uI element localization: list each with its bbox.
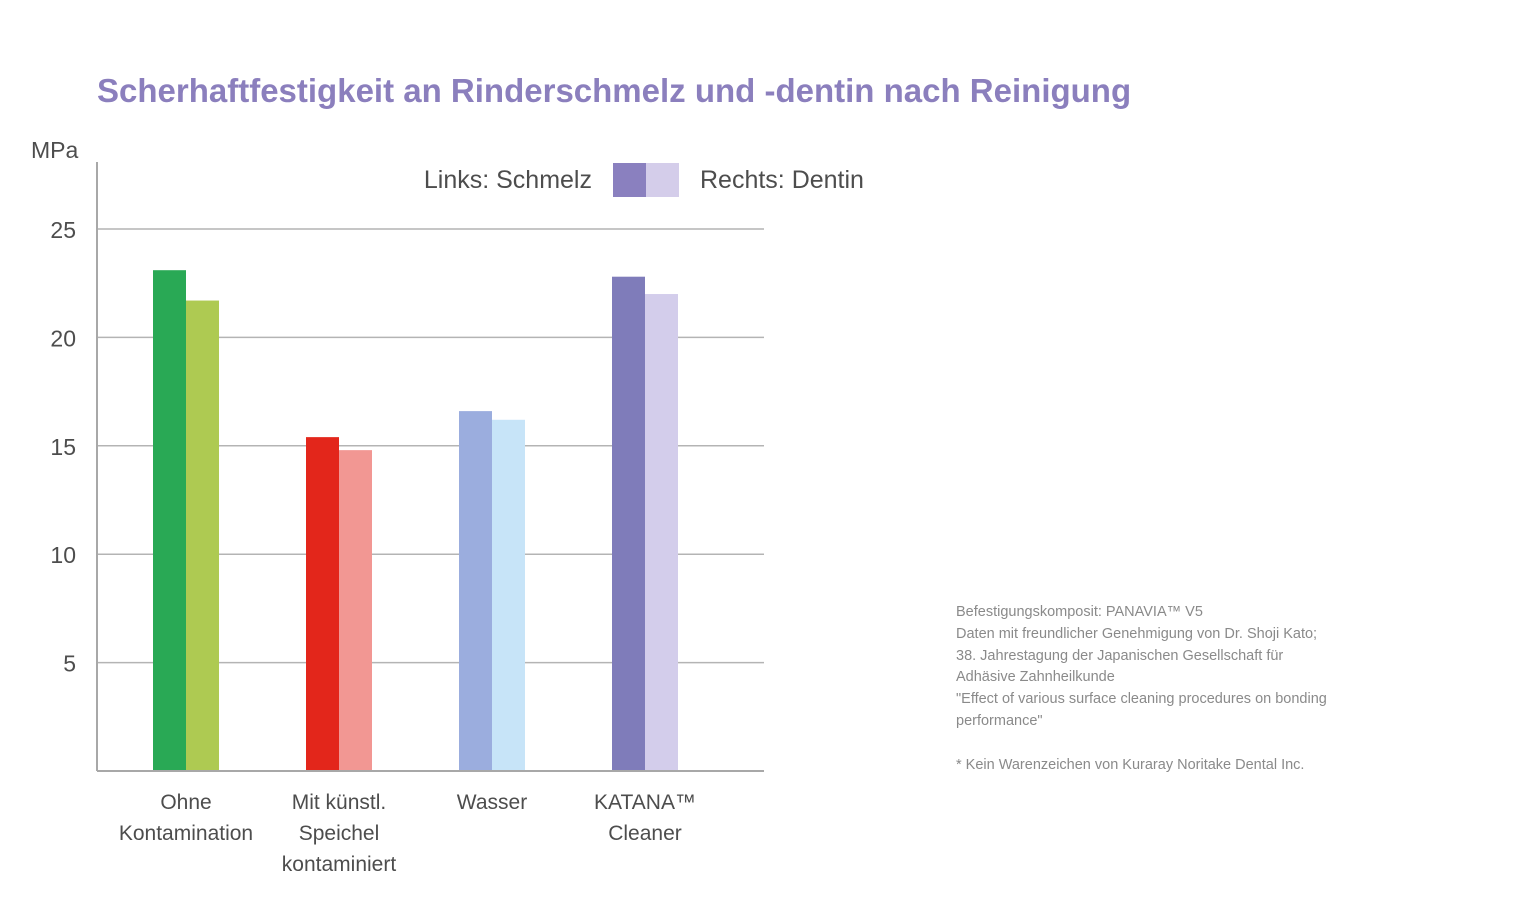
y-tick-label: 10 (50, 542, 76, 568)
bar-dentin (186, 300, 219, 771)
bar-schmelz (306, 437, 339, 771)
footnotes: Befestigungskomposit: PANAVIA™ V5 Daten m… (956, 602, 1356, 776)
bar-schmelz (153, 270, 186, 771)
footnote-line: "Effect of various surface cleaning proc… (956, 691, 1327, 708)
category-label: Wasser (457, 791, 527, 814)
footnote-line: 38. Jahrestagung der Japanischen Gesells… (956, 647, 1284, 664)
footnote-line: performance" (956, 712, 1043, 729)
footnote-line (956, 733, 1356, 755)
category-label: Cleaner (608, 822, 682, 845)
bar-schmelz (612, 276, 645, 771)
legend-swatch-schmelz (613, 163, 646, 197)
y-tick-label: 25 (50, 217, 76, 243)
category-label: Ohne (160, 791, 211, 814)
bar-schmelz (459, 411, 492, 771)
bar-dentin (339, 450, 372, 771)
footnote-line: * Kein Warenzeichen von Kuraray Noritake… (956, 756, 1305, 773)
bars (153, 270, 678, 771)
footnote-line: Daten mit freundlicher Genehmigung von D… (956, 625, 1318, 642)
y-tick-labels: 5 10 15 20 25 (50, 217, 76, 677)
y-tick-label: 15 (50, 434, 76, 460)
bar-dentin (492, 419, 525, 771)
axes (96, 162, 764, 772)
category-label: kontaminiert (282, 853, 397, 876)
chart-title: Scherhaftfestigkeit an Rinderschmelz und… (97, 72, 1131, 109)
y-axis-label: MPa (31, 137, 79, 163)
footnote-line: Adhäsive Zahnheilkunde (956, 669, 1115, 686)
category-label: KATANA™ (594, 791, 696, 814)
legend-label-dentin: Rechts: Dentin (700, 166, 864, 194)
legend: Links: Schmelz Rechts: Dentin (424, 163, 864, 197)
category-label: Kontamination (119, 822, 253, 845)
category-label: Mit künstl. (292, 791, 387, 814)
y-tick-label: 20 (50, 325, 76, 351)
category-labels: Ohne Kontamination Mit künstl. Speichel kont… (119, 791, 696, 876)
category-label: Speichel (299, 822, 380, 845)
footnote-line: Befestigungskomposit: PANAVIA™ V5 (956, 604, 1203, 620)
legend-swatch-dentin (646, 163, 679, 197)
y-tick-label: 5 (63, 651, 76, 677)
legend-label-schmelz: Links: Schmelz (424, 166, 592, 194)
bar-dentin (645, 294, 678, 771)
